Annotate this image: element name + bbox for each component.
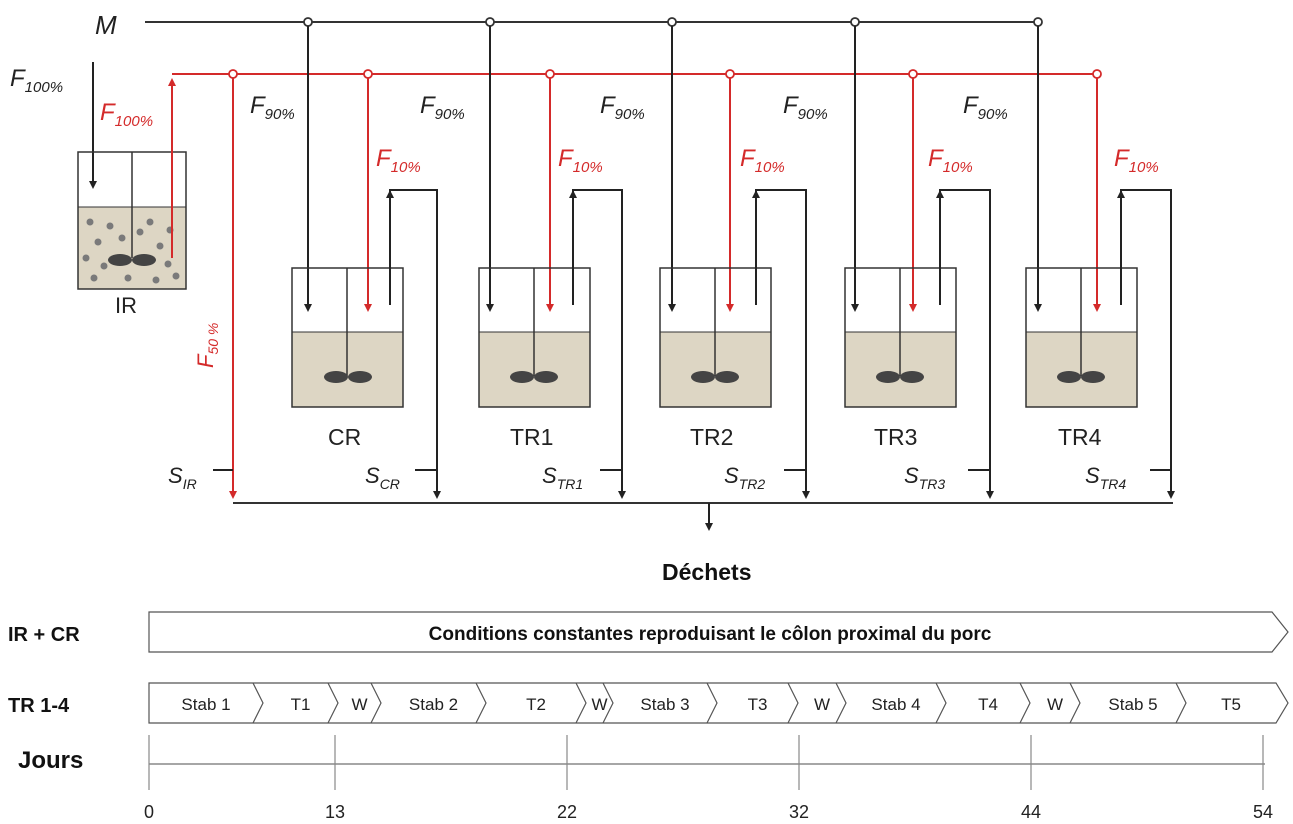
- row1-text: Conditions constantes reproduisant le cô…: [429, 624, 992, 645]
- reactor-name-tr3: TR3: [874, 424, 917, 450]
- reactor-name-tr4: TR4: [1058, 424, 1102, 450]
- day-tick-label: 0: [144, 802, 154, 822]
- reactor-name-tr2: TR2: [690, 424, 733, 450]
- f90-label-tr1: F90%: [420, 92, 465, 123]
- reactor-name-tr1: TR1: [510, 424, 553, 450]
- phase-divider: [935, 682, 947, 724]
- phase-divider: [1019, 682, 1031, 724]
- f90-label-tr2: F90%: [600, 92, 645, 123]
- phase-divider: [706, 682, 718, 724]
- row1-label: IR + CR: [8, 624, 80, 646]
- phase-label: Stab 3: [640, 695, 689, 714]
- f90-label-cr: F90%: [250, 92, 295, 123]
- phase-divider: [575, 682, 587, 724]
- s-label-tr2: STR2: [724, 463, 765, 492]
- ir-out-label: F100%: [100, 99, 153, 130]
- phase-divider: [1175, 682, 1187, 724]
- s-label-tr1: STR1: [542, 463, 583, 492]
- reactor-tr1: [478, 17, 626, 499]
- ir-reactor: [77, 151, 187, 290]
- phase-divider: [1069, 682, 1081, 724]
- reactor-name-cr: CR: [328, 424, 361, 450]
- phase-divider: [370, 682, 382, 724]
- ir-name: IR: [115, 293, 137, 318]
- phase-divider: [252, 682, 264, 724]
- phase-label: T3: [748, 695, 768, 714]
- phase-divider: [602, 682, 614, 724]
- s-label-cr: SCR: [365, 463, 400, 492]
- row1-arrow: [148, 611, 1289, 653]
- f10-label-tr2: F10%: [740, 145, 785, 176]
- phase-label: Stab 2: [409, 695, 458, 714]
- reactor-tr2: [659, 17, 810, 499]
- reactor-cr: [291, 17, 441, 499]
- s-label-tr3: STR3: [904, 463, 945, 492]
- reactor-tr4: [1025, 17, 1175, 499]
- days-label: Jours: [18, 747, 83, 774]
- phase-label: T2: [526, 695, 546, 714]
- phase-divider: [835, 682, 847, 724]
- waste-label: Déchets: [662, 559, 751, 585]
- day-tick-label: 44: [1021, 802, 1041, 822]
- s-label-tr4: STR4: [1085, 463, 1126, 492]
- phase-label: T5: [1221, 695, 1241, 714]
- reactor-tr3: [844, 17, 994, 499]
- phase-label: T4: [978, 695, 998, 714]
- phase-divider: [475, 682, 487, 724]
- f10-label-tr3: F10%: [928, 145, 973, 176]
- tick-group: 0 13 22 32 44 54: [144, 735, 1273, 822]
- phase-group: Stab 1 T1 W Stab 2 T2 W Stab 3 T3 W Stab 4 T4 W Stab…: [181, 682, 1241, 724]
- day-tick-label: 54: [1253, 802, 1273, 822]
- phase-divider: [787, 682, 799, 724]
- phase-label: W: [351, 695, 367, 714]
- phase-label: W: [591, 695, 607, 714]
- day-tick-label: 22: [557, 802, 577, 822]
- f90-label-tr3: F90%: [783, 92, 828, 123]
- f10-label-tr4: F10%: [1114, 145, 1159, 176]
- f50-junction: [228, 69, 238, 79]
- s-ir-label: SIR: [168, 463, 197, 492]
- f90-label-tr4: F90%: [963, 92, 1008, 123]
- phase-label: Stab 5: [1108, 695, 1157, 714]
- f50-label: F50 %: [193, 323, 221, 368]
- phase-label: Stab 1: [181, 695, 230, 714]
- feed-ir-label: F100%: [10, 65, 63, 96]
- day-tick-label: 32: [789, 802, 809, 822]
- phase-label: W: [814, 695, 830, 714]
- f10-label-cr: F10%: [376, 145, 421, 176]
- row2-bar: [148, 682, 1289, 724]
- phase-label: T1: [291, 695, 311, 714]
- phase-label: W: [1047, 695, 1063, 714]
- medium-label: M: [95, 10, 117, 40]
- f10-label-tr1: F10%: [558, 145, 603, 176]
- row2-label: TR 1-4: [8, 695, 70, 717]
- day-tick-label: 13: [325, 802, 345, 822]
- phase-divider: [327, 682, 339, 724]
- phase-label: Stab 4: [871, 695, 920, 714]
